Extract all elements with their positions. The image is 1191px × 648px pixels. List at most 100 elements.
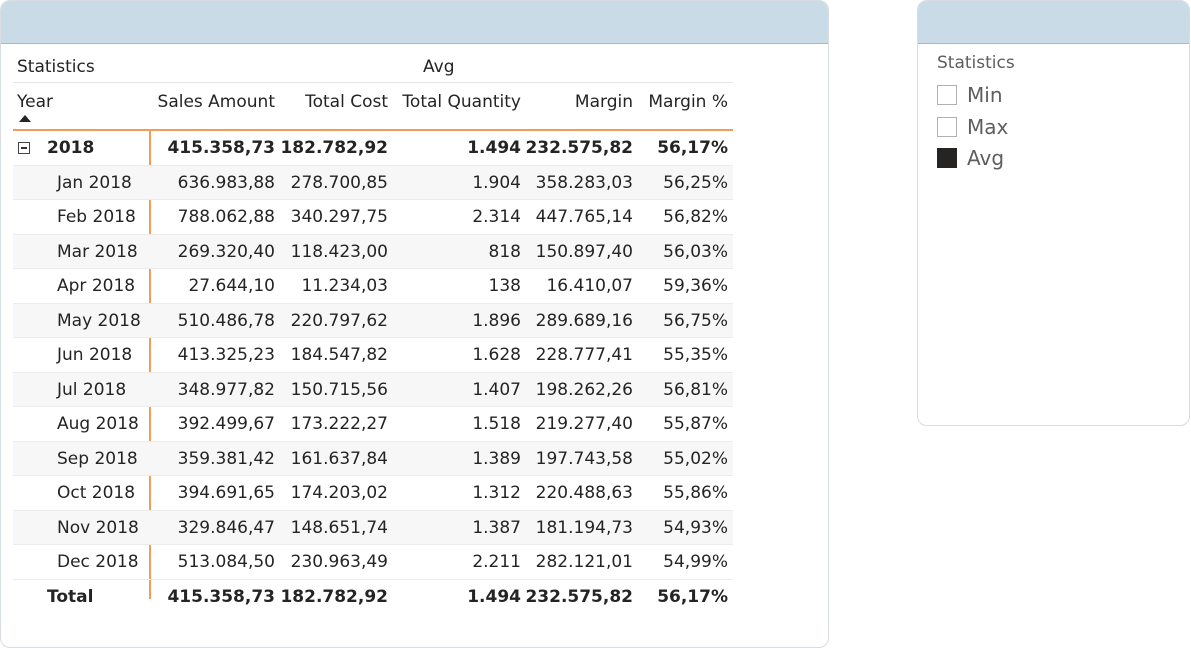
cell-sales-amount: 636.983,88	[177, 172, 275, 193]
cell-total-quantity: 1.312	[472, 483, 521, 503]
cell-margin-pct: 56,03%	[663, 241, 728, 262]
month-row: May 2018 510.486,78 220.797,62 1.896 289.689…	[13, 303, 733, 338]
column-header-row: Year Sales Amount Total Cost Total Quant…	[13, 83, 733, 131]
cell-total-quantity: 1.494	[467, 138, 521, 158]
cell-margin: 289.689,16	[535, 310, 633, 331]
cell-margin-pct: 56,81%	[663, 379, 728, 400]
row-label: Jun 2018	[57, 345, 133, 365]
cell-total-quantity: 1.407	[472, 379, 521, 400]
checkbox-icon[interactable]	[937, 85, 957, 105]
cell-total-quantity: 1.389	[472, 448, 521, 469]
cell-total-cost: 118.423,00	[290, 241, 388, 262]
cell-total-quantity: 1.896	[472, 310, 521, 331]
row-label: Dec 2018	[57, 552, 139, 572]
row-header-separator	[149, 129, 151, 599]
cell-margin: 228.777,41	[535, 345, 633, 365]
checkbox-icon[interactable]	[937, 117, 957, 137]
cell-margin-pct: 55,35%	[663, 345, 728, 365]
month-row: Mar 2018 269.320,40 118.423,00 818 150.897,4…	[13, 234, 733, 269]
slicer-option-label[interactable]: Min	[967, 83, 1003, 107]
row-label: 2018	[47, 138, 95, 158]
cell-total-cost: 173.222,27	[290, 414, 388, 434]
cell-margin: 181.194,73	[535, 517, 633, 538]
cell-margin-pct: 56,17%	[657, 586, 728, 607]
cell-total-cost: 150.715,56	[290, 379, 388, 400]
cell-total-cost: 148.651,74	[290, 517, 388, 538]
cell-margin: 232.575,82	[525, 138, 633, 158]
cell-total-cost: 184.547,82	[290, 345, 388, 365]
column-header-total-quantity[interactable]: Total Quantity	[402, 92, 521, 112]
month-row: Feb 2018 788.062,88 340.297,75 2.314 447.765…	[13, 200, 733, 235]
checkbox-checked-icon[interactable]	[937, 148, 957, 168]
row-label: Oct 2018	[57, 483, 136, 503]
cell-total-cost: 220.797,62	[290, 310, 388, 331]
cell-margin-pct: 55,87%	[663, 414, 728, 434]
cell-total-quantity: 1.628	[472, 345, 521, 365]
row-label: Jan 2018	[57, 172, 132, 193]
cell-sales-amount: 348.977,82	[177, 379, 275, 400]
cell-sales-amount: 415.358,73	[167, 586, 275, 607]
column-header-total-cost[interactable]: Total Cost	[305, 92, 388, 112]
cell-total-quantity: 2.314	[472, 207, 521, 227]
visual-header	[1, 1, 828, 44]
row-label: Apr 2018	[57, 276, 136, 296]
month-row: Apr 2018 27.644,10 11.234,03 138 16.410,07 59…	[13, 269, 733, 304]
collapse-icon[interactable]	[18, 142, 30, 154]
row-label: Aug 2018	[57, 414, 139, 434]
column-value-label[interactable]: Avg	[423, 57, 455, 77]
month-rows: Jan 2018 636.983,88 278.700,85 1.904 358.283…	[13, 165, 733, 580]
cell-margin: 16.410,07	[546, 276, 633, 296]
cell-margin-pct: 55,02%	[663, 448, 728, 469]
column-header-sales-amount[interactable]: Sales Amount	[157, 92, 275, 112]
matrix-table: Statistics Avg Year Sales Amount Total C…	[13, 49, 733, 613]
cell-sales-amount: 392.499,67	[177, 414, 275, 434]
cell-total-cost: 174.203,02	[290, 483, 388, 503]
cell-margin-pct: 54,93%	[663, 517, 728, 538]
cell-margin-pct: 56,17%	[657, 138, 728, 158]
cell-margin: 447.765,14	[535, 207, 633, 227]
cell-total-cost: 340.297,75	[290, 207, 388, 227]
month-row: Dec 2018 513.084,50 230.963,49 2.211 282.121…	[13, 545, 733, 580]
cell-total-quantity: 818	[488, 241, 521, 262]
cell-margin-pct: 56,75%	[663, 310, 728, 331]
cell-margin: 219.277,40	[535, 414, 633, 434]
cell-total-quantity: 2.211	[472, 552, 521, 572]
year-row: 2018 415.358,73 182.782,92 1.494 232.575…	[13, 131, 733, 166]
cell-total-quantity: 1.904	[472, 172, 521, 193]
slicer-title: Statistics	[937, 53, 1015, 73]
month-row: Jul 2018 348.977,82 150.715,56 1.407 198.262…	[13, 372, 733, 407]
cell-margin: 220.488,63	[535, 483, 633, 503]
sort-ascending-icon[interactable]	[19, 115, 31, 122]
statistics-slicer: Statistics Min Max Avg	[917, 0, 1190, 426]
cell-total-quantity: 138	[488, 276, 521, 296]
cell-margin-pct: 55,86%	[663, 483, 728, 503]
month-row: Jun 2018 413.325,23 184.547,82 1.628 228.777…	[13, 338, 733, 373]
cell-sales-amount: 510.486,78	[177, 310, 275, 331]
cell-total-cost: 182.782,92	[280, 138, 388, 158]
cell-total-cost: 182.782,92	[280, 586, 388, 607]
cell-sales-amount: 413.325,23	[177, 345, 275, 365]
cell-sales-amount: 513.084,50	[177, 552, 275, 572]
row-label: Nov 2018	[57, 517, 139, 538]
cell-total-cost: 11.234,03	[301, 276, 388, 296]
month-row: Aug 2018 392.499,67 173.222,27 1.518 219.277…	[13, 407, 733, 442]
month-row: Jan 2018 636.983,88 278.700,85 1.904 358.283…	[13, 165, 733, 200]
cell-sales-amount: 359.381,42	[177, 448, 275, 469]
cell-margin: 358.283,03	[535, 172, 633, 193]
matrix-visual: Statistics Avg Year Sales Amount Total C…	[0, 0, 829, 648]
column-header-margin[interactable]: Margin	[574, 92, 633, 112]
cell-total-quantity: 1.494	[467, 586, 521, 607]
column-header-margin-pct[interactable]: Margin %	[648, 92, 728, 112]
cell-margin: 232.575,82	[525, 586, 633, 607]
row-label: Total	[47, 586, 94, 607]
cell-margin: 197.743,58	[535, 448, 633, 469]
column-field-header-row: Statistics Avg	[13, 49, 733, 83]
slicer-option-label[interactable]: Max	[967, 115, 1009, 139]
cell-sales-amount: 27.644,10	[188, 276, 275, 296]
cell-total-cost: 230.963,49	[290, 552, 388, 572]
row-header-year[interactable]: Year	[17, 92, 53, 112]
row-label: May 2018	[57, 310, 141, 331]
cell-margin: 282.121,01	[535, 552, 633, 572]
slicer-option-label[interactable]: Avg	[967, 146, 1005, 170]
cell-sales-amount: 269.320,40	[177, 241, 275, 262]
